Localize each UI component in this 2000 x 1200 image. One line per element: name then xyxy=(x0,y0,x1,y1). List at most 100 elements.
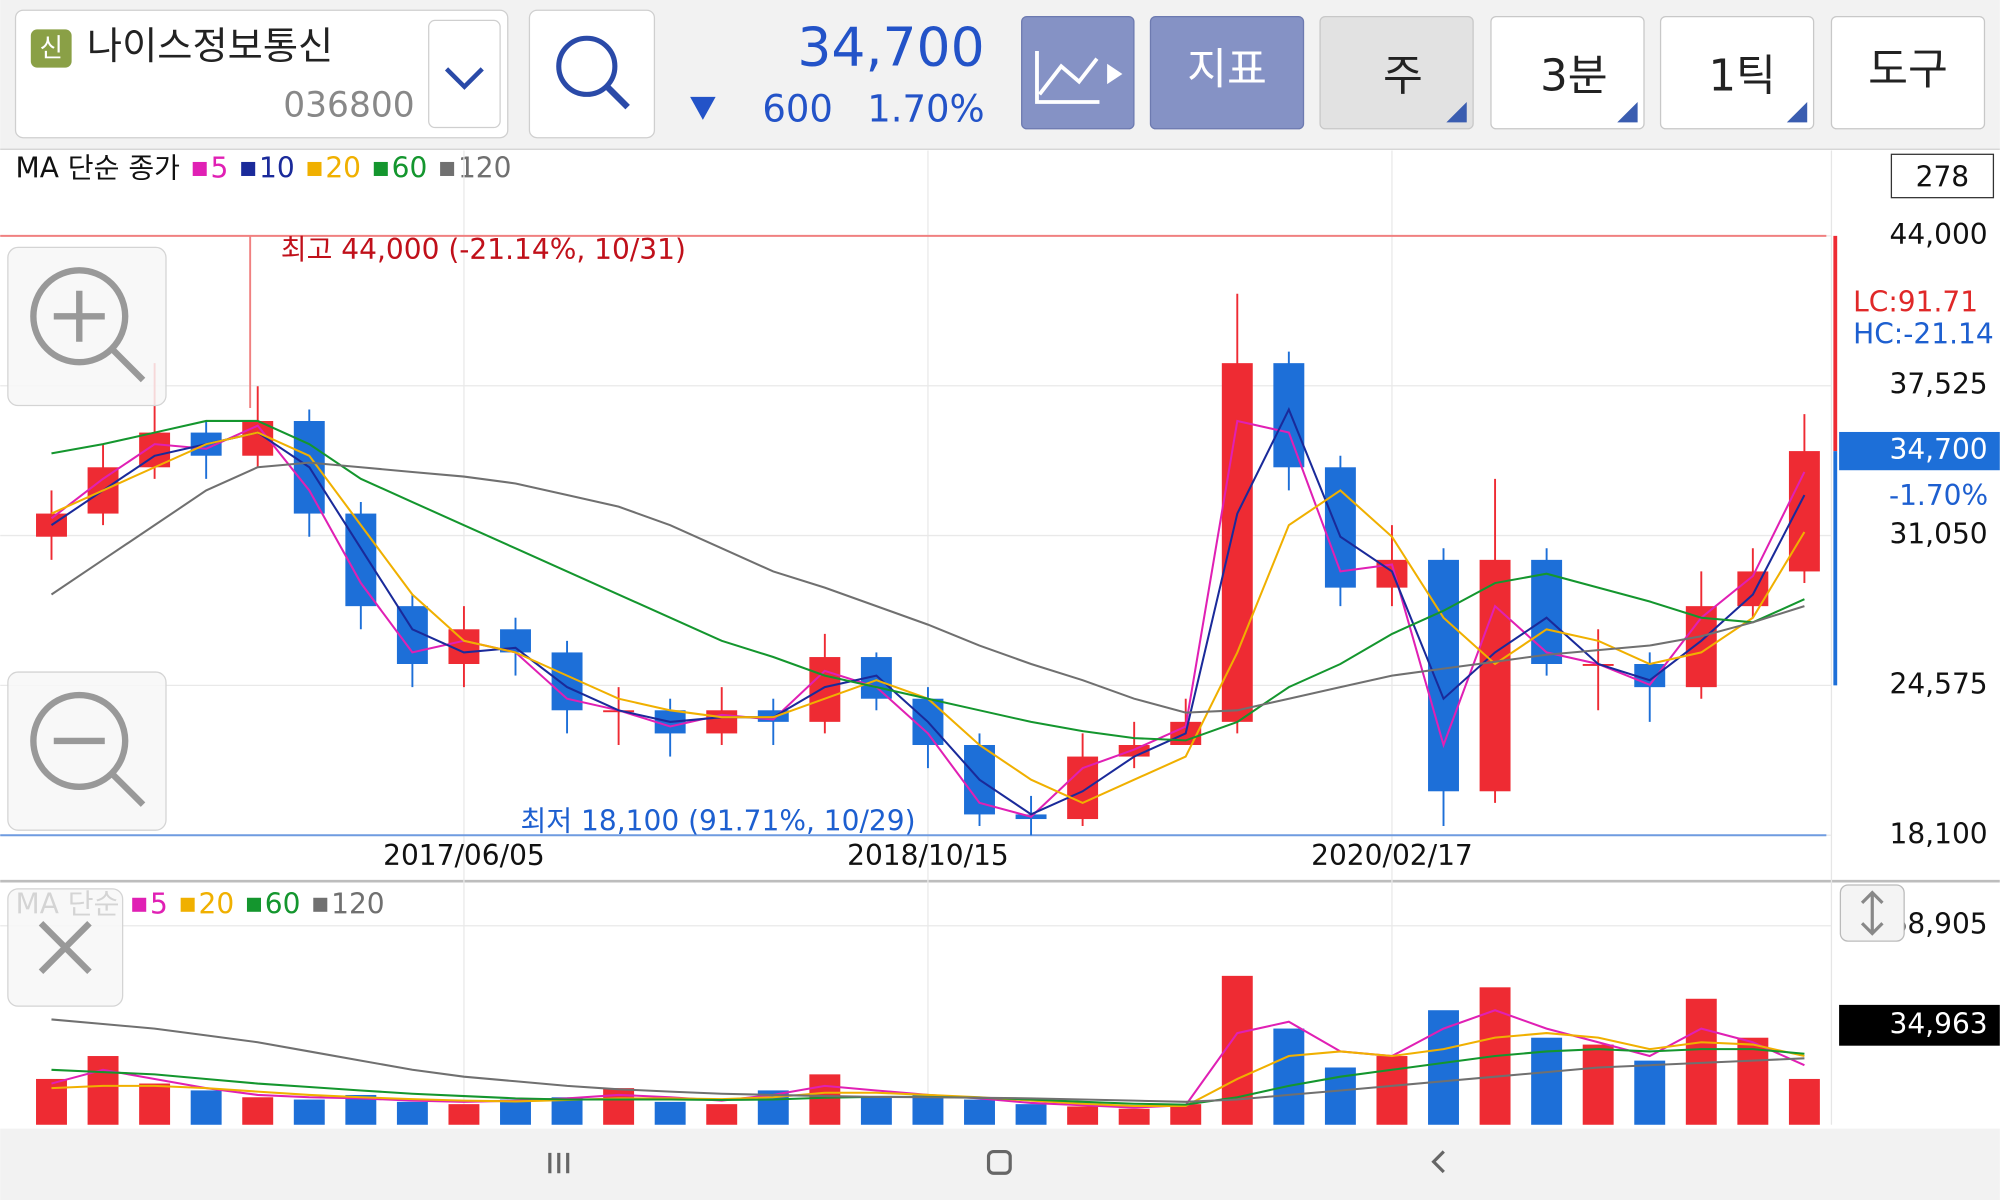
current-price-box xyxy=(1839,431,2000,471)
search-box[interactable] xyxy=(528,9,656,139)
volume-bar xyxy=(1221,975,1253,1125)
legend-swatch xyxy=(373,161,388,176)
nav-home[interactable] xyxy=(986,1149,1012,1175)
low-label: 최저 18,100 (91.71%, 10/29) xyxy=(521,804,916,837)
candle-body xyxy=(500,629,531,653)
hc-label: HC:-21.14 xyxy=(1853,317,1994,350)
x-tick-label: 2018/10/15 xyxy=(847,839,1009,872)
nav-back[interactable] xyxy=(1431,1150,1445,1174)
down-arrow xyxy=(690,96,716,120)
candle-body xyxy=(1067,756,1099,820)
change-pct: 1.70% xyxy=(867,87,984,130)
volume-current-box xyxy=(1839,1004,2000,1046)
candle-body xyxy=(448,629,480,664)
ma-line xyxy=(50,461,1805,714)
nav-bar xyxy=(0,1128,2000,1200)
zoom-out[interactable] xyxy=(7,671,167,831)
x-tick-label: 2020/02/17 xyxy=(1311,839,1473,872)
volume-bar xyxy=(500,1099,531,1125)
stock-code: 036800 xyxy=(283,86,414,126)
candle-body xyxy=(1273,363,1305,468)
volume-bar xyxy=(396,1101,428,1125)
candle-body xyxy=(706,710,738,734)
legend-label: 120 xyxy=(331,887,385,920)
candle-body xyxy=(1324,467,1356,588)
badge-bg xyxy=(30,29,72,68)
legend-label: 20 xyxy=(325,152,361,185)
nav-recent[interactable] xyxy=(548,1152,570,1174)
volume-bar xyxy=(190,1090,222,1125)
legend-swatch xyxy=(192,161,207,176)
volume-bar xyxy=(448,1104,480,1125)
search-handle xyxy=(604,84,630,110)
chart-layer: MA 단순 종가5102060120MA 단순5206012018,10024,… xyxy=(0,150,2000,1125)
zoom-in-icon xyxy=(30,267,129,366)
legend-swatch xyxy=(307,161,322,176)
search-button[interactable] xyxy=(528,9,656,139)
volume-bar xyxy=(860,1097,892,1125)
selector-box[interactable] xyxy=(14,9,509,139)
volume-bar xyxy=(1376,1056,1408,1125)
volume-bar xyxy=(654,1101,686,1125)
volume-bar xyxy=(1634,1060,1666,1125)
legend-label: 10 xyxy=(259,152,295,185)
legend-swatch xyxy=(180,897,195,912)
legend-swatch xyxy=(241,161,256,176)
y-tick-label: 24,575 xyxy=(1890,667,1988,700)
tools-button[interactable] xyxy=(1830,15,1986,130)
y-tick-label: 31,050 xyxy=(1890,518,1988,551)
volume-bar xyxy=(706,1104,738,1125)
zoom-out-icon xyxy=(30,691,129,791)
stock-selector[interactable]: 신 나이스정보통신 036800 xyxy=(14,9,509,139)
volume-bar xyxy=(1428,1010,1459,1125)
legend-label: 5 xyxy=(150,887,168,920)
minute-button[interactable] xyxy=(1490,15,1645,130)
tools-label: 도구 xyxy=(1868,45,1948,95)
close-panel[interactable] xyxy=(7,888,124,1007)
volume-bar xyxy=(603,1088,635,1125)
change: 600 xyxy=(762,87,833,130)
volume-bar xyxy=(964,1099,995,1125)
candle-body xyxy=(1479,559,1511,792)
current-price: 34,700 xyxy=(1890,433,1988,466)
period-label: 주 xyxy=(1383,52,1423,102)
dropdown[interactable] xyxy=(428,19,501,129)
candle-body xyxy=(1788,451,1820,572)
zoom-out-glyph xyxy=(53,737,146,807)
candle-body xyxy=(1221,363,1253,722)
chart-type-button[interactable] xyxy=(1021,15,1135,130)
volume-bar xyxy=(1170,1104,1202,1125)
period-button[interactable] xyxy=(1319,15,1474,130)
legend-title: MA 단순 종가 xyxy=(16,152,180,185)
tick-button[interactable] xyxy=(1659,15,1815,130)
zoom-in[interactable] xyxy=(7,246,167,407)
stock-name: 나이스정보통신 xyxy=(87,24,333,69)
resize-button[interactable] xyxy=(1839,884,1905,942)
legend-swatch xyxy=(313,897,328,912)
legend-label: 60 xyxy=(392,152,428,185)
ma-line xyxy=(50,419,1806,818)
resize-icon xyxy=(1860,890,1884,936)
y-tick-label: 44,000 xyxy=(1890,218,1988,251)
candle-body xyxy=(345,513,377,607)
volume-bar xyxy=(36,1078,67,1125)
volume-bar xyxy=(345,1094,377,1125)
x-tick-label: 2017/06/05 xyxy=(383,839,545,872)
volume-bar xyxy=(242,1097,274,1125)
high-label: 최고 44,000 (-21.14%, 10/31) xyxy=(281,233,686,266)
volume-bar xyxy=(1582,1044,1614,1125)
volume-current: 34,963 xyxy=(1890,1007,1988,1040)
indicator-button[interactable] xyxy=(1149,15,1305,130)
tick-label: 1틱 xyxy=(1708,52,1775,102)
volume-bar xyxy=(293,1099,325,1125)
ma-line xyxy=(51,419,1805,742)
legend-label: 60 xyxy=(265,887,301,920)
count-box xyxy=(1890,153,1995,199)
chevron xyxy=(444,67,484,90)
chart-icon xyxy=(1035,51,1100,104)
count: 278 xyxy=(1916,161,1970,194)
legend-swatch xyxy=(246,897,261,912)
candle-body xyxy=(809,657,841,722)
